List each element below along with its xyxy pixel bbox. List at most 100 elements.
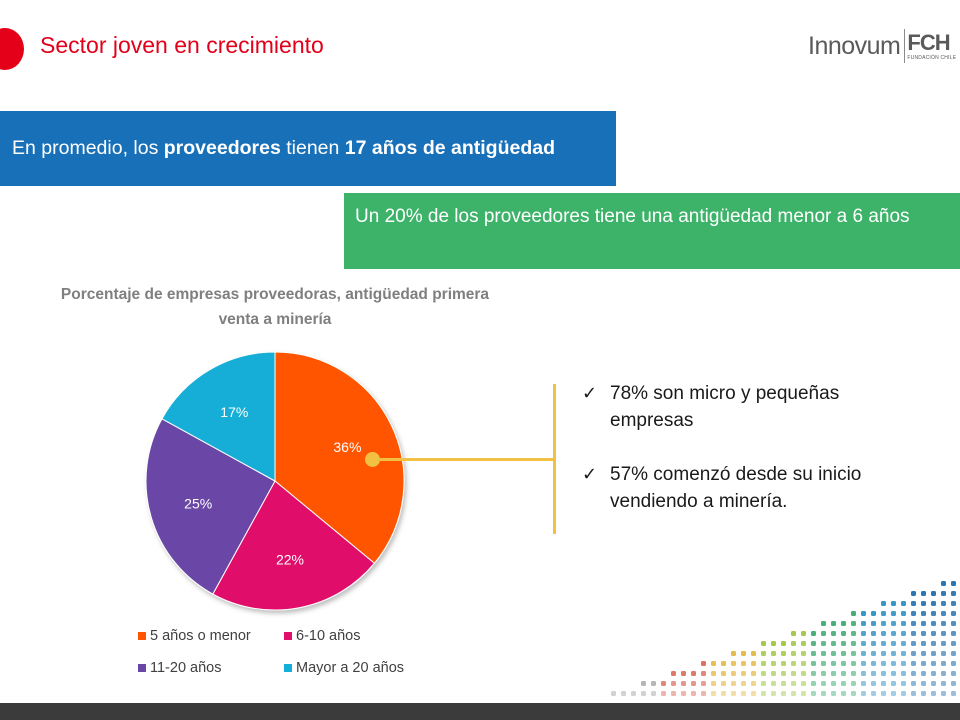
- decorative-dot: [791, 631, 796, 636]
- decorative-dot: [771, 681, 776, 686]
- decorative-dot: [761, 691, 766, 696]
- decorative-dot: [911, 601, 916, 606]
- list-item: ✓ 78% son micro y pequeñas empresas: [582, 380, 912, 434]
- check-icon: ✓: [582, 383, 598, 403]
- decorative-dot: [951, 691, 956, 696]
- decorative-dot: [821, 651, 826, 656]
- decorative-dot: [941, 591, 946, 596]
- decorative-dot: [861, 661, 866, 666]
- decorative-dot: [821, 641, 826, 646]
- decorative-dot: [911, 641, 916, 646]
- decorative-dot: [871, 631, 876, 636]
- decorative-dot: [861, 691, 866, 696]
- title-accent-dot: [0, 28, 24, 70]
- decorative-dot: [611, 691, 616, 696]
- decorative-dot: [921, 681, 926, 686]
- decorative-dot: [701, 691, 706, 696]
- decorative-dot: [691, 681, 696, 686]
- decorative-dot: [881, 681, 886, 686]
- decorative-dot: [881, 661, 886, 666]
- decorative-dot: [741, 661, 746, 666]
- decorative-dot: [731, 671, 736, 676]
- decorative-dot: [941, 581, 946, 586]
- decorative-dot: [951, 641, 956, 646]
- decorative-dot: [751, 661, 756, 666]
- decorative-dot: [771, 661, 776, 666]
- decorative-dot: [631, 691, 636, 696]
- decorative-dot: [891, 681, 896, 686]
- decorative-dot: [801, 631, 806, 636]
- decorative-dot: [931, 631, 936, 636]
- decorative-dot: [951, 681, 956, 686]
- decorative-dot: [861, 681, 866, 686]
- decorative-dot: [931, 691, 936, 696]
- decorative-dot: [881, 601, 886, 606]
- decorative-dot: [821, 681, 826, 686]
- logo-separator: [904, 29, 906, 63]
- decorative-dot: [931, 661, 936, 666]
- decorative-dot: [921, 601, 926, 606]
- decorative-dot: [651, 691, 656, 696]
- decorative-dot: [821, 621, 826, 626]
- decorative-dot: [681, 681, 686, 686]
- pie-slice: [212, 480, 376, 611]
- decorative-dot: [881, 651, 886, 656]
- decorative-dot: [721, 671, 726, 676]
- decorative-dot: [921, 651, 926, 656]
- decorative-dot: [931, 641, 936, 646]
- decorative-dot: [921, 611, 926, 616]
- decorative-dot: [901, 651, 906, 656]
- decorative-dot: [771, 641, 776, 646]
- list-item: ✓ 57% comenzó desde su inicio vendiendo …: [582, 461, 912, 515]
- decorative-dot: [821, 671, 826, 676]
- legend-item: Mayor a 20 años: [284, 660, 404, 676]
- decorative-dot: [731, 651, 736, 656]
- decorative-dot: [911, 621, 916, 626]
- innovum-fch-logo: Innovum FCH FUNDACIÓN CHILE: [808, 26, 956, 66]
- decorative-dot: [841, 631, 846, 636]
- decorative-dot: [901, 611, 906, 616]
- decorative-dot: [881, 611, 886, 616]
- decorative-dot: [721, 661, 726, 666]
- chart-title: Porcentaje de empresas proveedoras, anti…: [60, 286, 490, 328]
- decorative-dot: [941, 671, 946, 676]
- check-icon: ✓: [582, 464, 598, 484]
- decorative-dot: [781, 671, 786, 676]
- decorative-dot: [761, 671, 766, 676]
- decorative-dot: [671, 691, 676, 696]
- decorative-dot: [771, 671, 776, 676]
- decorative-dot: [681, 691, 686, 696]
- decorative-dot: [761, 681, 766, 686]
- logo-innovum-text: Innovum: [808, 31, 901, 60]
- decorative-dot: [741, 671, 746, 676]
- decorative-dot: [831, 661, 836, 666]
- decorative-dot: [671, 671, 676, 676]
- bullet-text: 57% comenzó desde su inicio vendiendo a …: [610, 464, 862, 512]
- decorative-dot: [891, 691, 896, 696]
- decorative-dot: [921, 641, 926, 646]
- decorative-dot: [801, 641, 806, 646]
- decorative-dot: [901, 691, 906, 696]
- decorative-dot: [861, 621, 866, 626]
- decorative-dot: [941, 661, 946, 666]
- legend-label: Mayor a 20 años: [296, 660, 405, 676]
- banner-text-1: En promedio, los: [12, 137, 164, 159]
- banner-text-2: tienen: [280, 137, 345, 159]
- decorative-dot: [861, 611, 866, 616]
- decorative-dot: [941, 621, 946, 626]
- decorative-dot: [711, 661, 716, 666]
- legend-swatch: [284, 664, 292, 672]
- bullet-text: 78% son micro y pequeñas empresas: [610, 383, 840, 431]
- decorative-dot: [831, 681, 836, 686]
- decorative-dot: [941, 681, 946, 686]
- decorative-dot: [891, 621, 896, 626]
- decorative-dot: [821, 661, 826, 666]
- decorative-dot: [791, 661, 796, 666]
- decorative-dot: [891, 651, 896, 656]
- decorative-dot: [651, 681, 656, 686]
- decorative-dot: [951, 671, 956, 676]
- decorative-dot: [761, 641, 766, 646]
- decorative-dot: [741, 691, 746, 696]
- decorative-dot: [731, 691, 736, 696]
- decorative-dot: [911, 691, 916, 696]
